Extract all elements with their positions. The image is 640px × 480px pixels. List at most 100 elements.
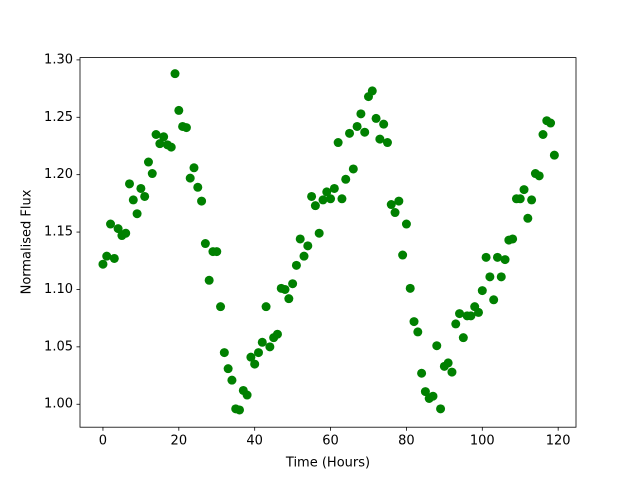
point [500,255,510,265]
point [185,173,195,183]
y-tick-label: 1.00 [44,397,73,412]
point [329,183,339,193]
point [345,128,355,138]
point [147,169,157,179]
point [455,309,465,319]
point [534,171,544,181]
point [246,352,256,362]
point [307,191,317,201]
point [140,191,150,201]
point [121,228,131,238]
point [375,134,385,144]
point [227,375,237,385]
point [489,295,499,305]
point [386,200,396,210]
x-tick-label: 20 [171,434,188,449]
point [360,127,370,137]
point [113,224,123,234]
plot-frame [79,57,577,428]
point [250,359,260,369]
point [253,348,263,358]
point [515,194,525,204]
point [394,196,404,206]
point [295,234,305,244]
point [356,109,366,119]
x-tick-label: 0 [99,434,107,449]
point [474,307,484,317]
point [288,279,298,289]
point [379,119,389,129]
point [371,113,381,123]
point [492,252,502,262]
point [401,219,411,229]
point [447,367,457,377]
point [314,228,324,238]
point [341,174,351,184]
point [333,138,343,148]
point [322,187,332,197]
point [420,387,430,397]
point [200,239,210,249]
point [485,272,495,282]
y-tick-label: 1.10 [44,282,73,297]
point [223,364,233,374]
point [443,358,453,368]
x-tick-label: 100 [470,434,495,449]
x-axis-label: Time (Hours) [285,456,370,471]
point [466,311,476,321]
point [337,194,347,204]
point [458,333,468,343]
point [519,185,529,195]
point [132,209,142,219]
point [197,196,207,206]
y-axis-label: Normalised Flux [20,189,35,294]
point [106,219,116,229]
point [432,341,442,351]
point [367,86,377,96]
point [102,251,112,261]
point [409,317,419,327]
point [257,337,267,347]
point [166,142,176,152]
point [413,327,423,337]
point [496,272,506,282]
point [398,250,408,260]
point [170,69,180,79]
point [310,201,320,211]
point [272,329,282,339]
point [128,195,138,205]
point [284,294,294,304]
point [136,183,146,193]
point [477,286,487,296]
point [109,253,119,263]
x-tick-label: 120 [546,434,571,449]
point [159,132,169,142]
point [405,283,415,293]
point [265,342,275,352]
point [189,163,199,173]
y-tick-label: 1.15 [44,225,73,240]
point [481,252,491,262]
point [174,105,184,115]
point [523,213,533,223]
point [428,391,438,401]
x-tick-label: 80 [398,434,415,449]
point [143,157,153,167]
point [242,390,252,400]
point [538,130,548,140]
point [303,241,313,251]
point [417,368,427,378]
point [546,118,556,128]
point [212,247,222,257]
point [280,284,290,294]
point [216,302,226,312]
point [326,194,336,204]
point [508,234,518,244]
point [299,251,309,261]
point [318,195,328,205]
point [436,404,446,414]
point [382,138,392,148]
point [451,319,461,329]
point [98,259,108,269]
point [181,123,191,133]
